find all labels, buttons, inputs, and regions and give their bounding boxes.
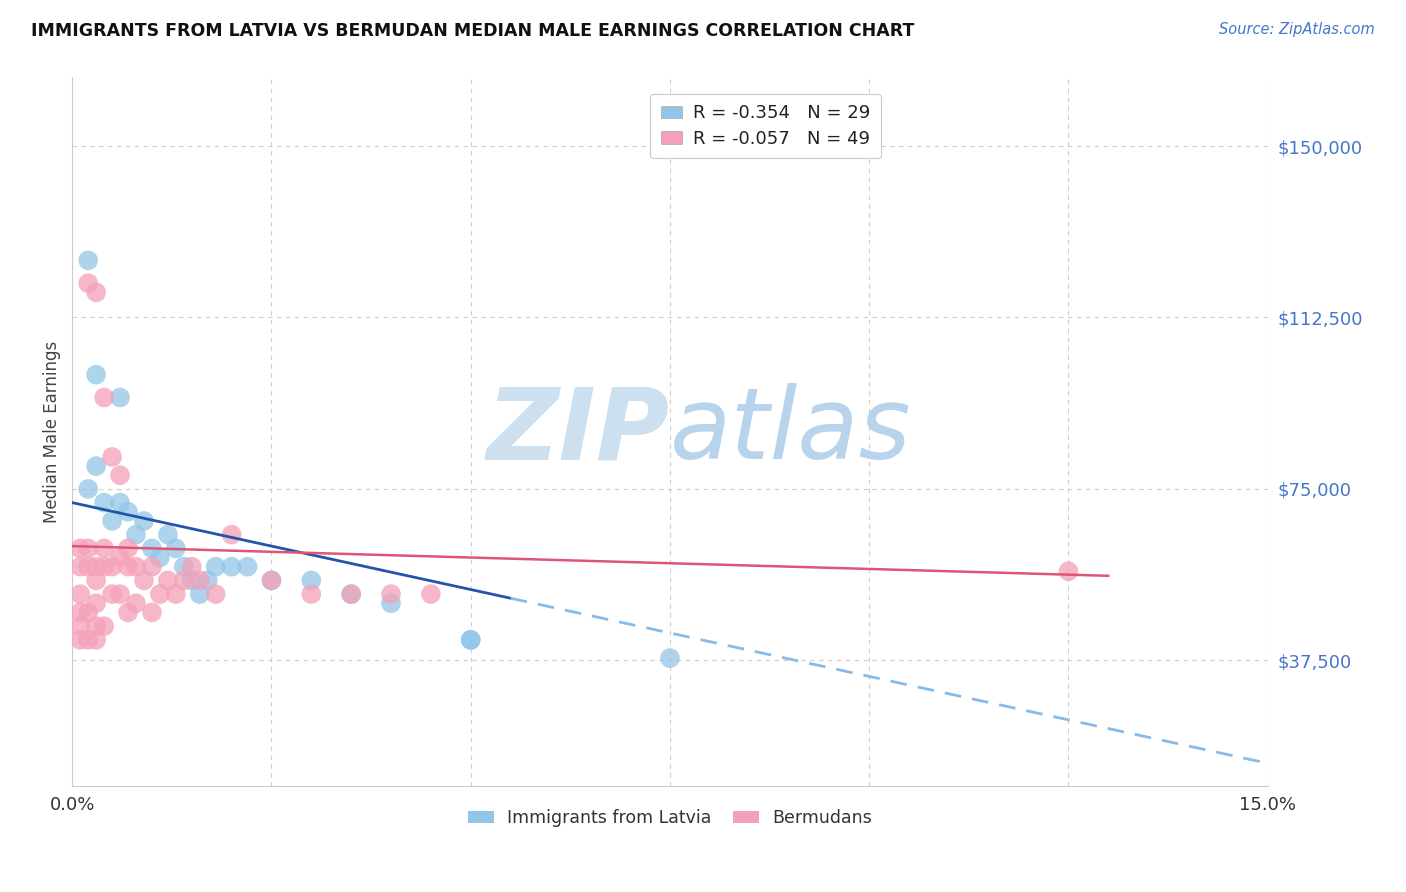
Point	[180, 559, 202, 574]
Point	[84, 559, 107, 574]
Point	[149, 587, 172, 601]
Point	[204, 587, 226, 601]
Point	[380, 587, 402, 601]
Legend: Immigrants from Latvia, Bermudans: Immigrants from Latvia, Bermudans	[461, 802, 879, 834]
Point	[108, 391, 131, 405]
Point	[117, 559, 139, 574]
Point	[93, 619, 115, 633]
Point	[141, 541, 163, 556]
Point	[141, 559, 163, 574]
Point	[1057, 564, 1080, 578]
Point	[84, 459, 107, 474]
Point	[165, 587, 187, 601]
Point	[108, 587, 131, 601]
Point	[69, 559, 91, 574]
Point	[460, 632, 482, 647]
Point	[260, 574, 283, 588]
Point	[180, 574, 202, 588]
Point	[340, 587, 363, 601]
Point	[69, 541, 91, 556]
Point	[658, 651, 681, 665]
Point	[221, 527, 243, 541]
Point	[340, 587, 363, 601]
Y-axis label: Median Male Earnings: Median Male Earnings	[44, 341, 60, 523]
Point	[125, 596, 148, 610]
Point	[84, 632, 107, 647]
Point	[132, 514, 155, 528]
Point	[77, 559, 100, 574]
Point	[260, 574, 283, 588]
Point	[125, 559, 148, 574]
Point	[197, 574, 219, 588]
Text: ZIP: ZIP	[486, 384, 669, 480]
Point	[165, 541, 187, 556]
Point	[188, 587, 211, 601]
Point	[93, 391, 115, 405]
Point	[84, 596, 107, 610]
Point	[141, 606, 163, 620]
Point	[108, 550, 131, 565]
Point	[101, 587, 124, 601]
Point	[419, 587, 441, 601]
Point	[156, 527, 179, 541]
Point	[173, 574, 195, 588]
Point	[173, 559, 195, 574]
Point	[84, 285, 107, 300]
Point	[84, 368, 107, 382]
Point	[188, 574, 211, 588]
Point	[84, 619, 107, 633]
Point	[380, 596, 402, 610]
Text: atlas: atlas	[669, 384, 911, 480]
Point	[69, 606, 91, 620]
Point	[101, 450, 124, 464]
Point	[69, 587, 91, 601]
Text: Source: ZipAtlas.com: Source: ZipAtlas.com	[1219, 22, 1375, 37]
Point	[101, 559, 124, 574]
Point	[69, 632, 91, 647]
Point	[204, 559, 226, 574]
Point	[93, 559, 115, 574]
Point	[117, 505, 139, 519]
Point	[460, 632, 482, 647]
Point	[84, 574, 107, 588]
Point	[108, 468, 131, 483]
Point	[117, 606, 139, 620]
Point	[221, 559, 243, 574]
Point	[125, 527, 148, 541]
Point	[77, 541, 100, 556]
Point	[69, 619, 91, 633]
Point	[77, 253, 100, 268]
Point	[77, 632, 100, 647]
Text: IMMIGRANTS FROM LATVIA VS BERMUDAN MEDIAN MALE EARNINGS CORRELATION CHART: IMMIGRANTS FROM LATVIA VS BERMUDAN MEDIA…	[31, 22, 914, 40]
Point	[236, 559, 259, 574]
Point	[156, 574, 179, 588]
Point	[117, 541, 139, 556]
Point	[101, 514, 124, 528]
Point	[77, 482, 100, 496]
Point	[299, 587, 322, 601]
Point	[108, 496, 131, 510]
Point	[93, 496, 115, 510]
Point	[77, 606, 100, 620]
Point	[132, 574, 155, 588]
Point	[93, 541, 115, 556]
Point	[299, 574, 322, 588]
Point	[149, 550, 172, 565]
Point	[77, 276, 100, 290]
